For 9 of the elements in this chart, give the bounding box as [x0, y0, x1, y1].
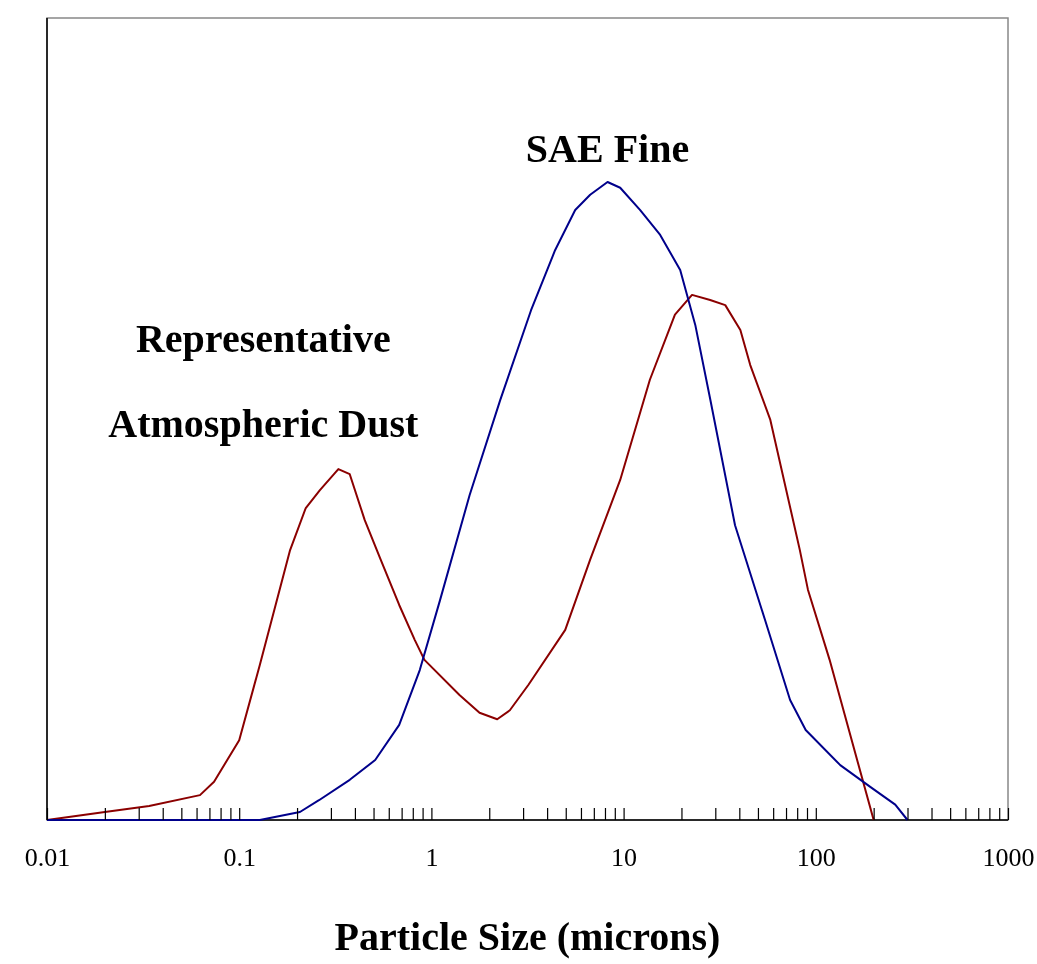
series-label: Representative Atmospheric Dust: [108, 316, 420, 447]
x-axis-title: Particle Size (microns): [334, 914, 721, 959]
x-tick-label: 100: [796, 843, 836, 873]
x-tick-label: 0.01: [24, 843, 71, 873]
x-tick-label: 10: [611, 843, 638, 873]
x-tick-label: 1: [425, 843, 439, 873]
x-tick-label: 0.1: [223, 843, 256, 873]
series-label: SAE Fine: [525, 125, 690, 171]
x-tick-label: 1000: [982, 843, 1035, 873]
